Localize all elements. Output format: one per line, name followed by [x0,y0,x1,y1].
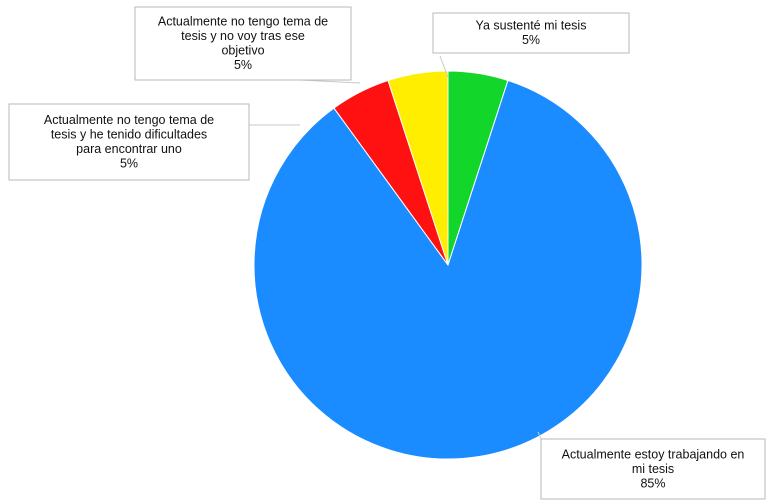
callout-4-line-2: tesis y no voy tras ese [181,29,305,43]
callout-box-1 [432,12,630,54]
leader-line-2 [537,431,542,440]
callout-2-line-3: 85% [640,476,665,490]
leader-line-1 [439,55,449,78]
callout-4-line-4: 5% [234,58,252,72]
callout-3-line-3: para encontrar uno [76,142,182,156]
callout-3-line-4: 5% [120,157,138,171]
callout-2-line-2: mi tesis [632,462,674,476]
callout-box-2 [540,438,766,500]
callout-1-line-1: Ya sustenté mi tesis [476,19,587,33]
callout-4-line-3: objetivo [221,44,264,58]
pie-slices [253,70,643,460]
callout-3-line-2: tesis y he tenido dificultades [51,128,207,142]
pie-slice-4 [387,70,449,266]
callout-2-line-1: Actualmente estoy trabajando en [562,447,745,461]
callout-box-3 [8,103,250,181]
callout-4-line-1: Actualmente no tengo tema de [158,15,328,29]
callout-box-4 [134,6,352,81]
callout-1-line-2: 5% [522,33,540,47]
callout-3-line-1: Actualmente no tengo tema de [44,113,214,127]
pie-slice-2 [253,79,643,460]
